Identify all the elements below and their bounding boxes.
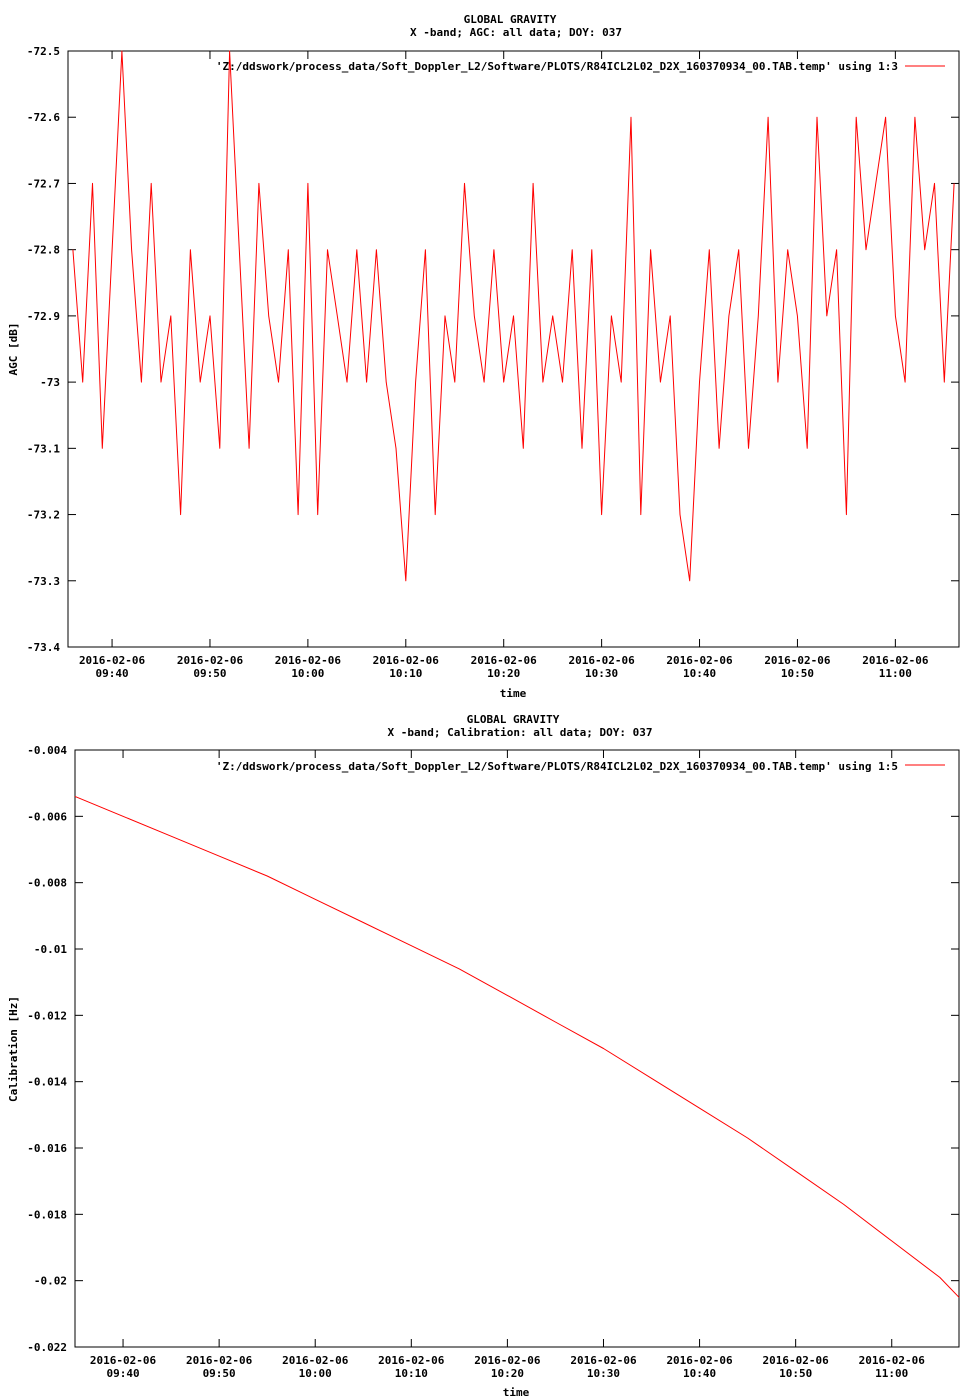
y-tick-label: -0.022 (27, 1341, 67, 1354)
x-ticks: 2016-02-0609:402016-02-0609:502016-02-06… (79, 51, 929, 680)
y-tick-label: -0.016 (27, 1142, 67, 1155)
x-tick-time: 10:40 (683, 667, 716, 680)
plot-frame (74, 749, 960, 1348)
y-tick-label: -73.4 (27, 641, 60, 654)
y-tick-label: -0.014 (27, 1076, 67, 1089)
x-tick-time: 10:10 (395, 1367, 428, 1380)
x-tick-date: 2016-02-06 (79, 654, 146, 667)
x-tick-time: 11:00 (879, 667, 912, 680)
chart-title: GLOBAL GRAVITY (467, 713, 560, 726)
x-tick-date: 2016-02-06 (378, 1354, 445, 1367)
x-tick-date: 2016-02-06 (763, 1354, 830, 1367)
x-tick-date: 2016-02-06 (373, 654, 440, 667)
y-tick-label: -73.2 (27, 509, 60, 522)
x-tick-date: 2016-02-06 (177, 654, 244, 667)
x-tick-date: 2016-02-06 (471, 654, 538, 667)
x-tick-date: 2016-02-06 (90, 1354, 157, 1367)
series-line (72, 50, 955, 582)
series-layer (72, 50, 955, 582)
x-tick-time: 10:30 (585, 667, 618, 680)
x-tick-time: 10:20 (487, 667, 520, 680)
x-tick-date: 2016-02-06 (764, 654, 831, 667)
x-tick-date: 2016-02-06 (474, 1354, 541, 1367)
x-tick-date: 2016-02-06 (275, 654, 342, 667)
y-tick-label: -72.5 (27, 45, 60, 58)
x-tick-date: 2016-02-06 (666, 1354, 733, 1367)
y-tick-label: -0.008 (27, 877, 67, 890)
legend-label: 'Z:/ddswork/process_data/Soft_Doppler_L2… (216, 760, 898, 773)
y-tick-label: -73.3 (27, 575, 60, 588)
x-tick-time: 10:30 (587, 1367, 620, 1380)
x-ticks: 2016-02-0609:402016-02-0609:502016-02-06… (90, 750, 925, 1380)
y-axis-label: Calibration [Hz] (7, 996, 20, 1102)
y-tick-label: -73 (40, 376, 60, 389)
y-ticks: -72.5 -72.6 -72.7 -72.8 -72.9 -73 -73.1 -73.2 -7… (27, 45, 959, 654)
plot-frame (67, 50, 960, 648)
x-tick-time: 09:50 (203, 1367, 236, 1380)
x-tick-date: 2016-02-06 (862, 654, 929, 667)
x-axis-label: time (500, 687, 527, 700)
x-tick-time: 10:50 (779, 1367, 812, 1380)
y-tick-label: -0.006 (27, 810, 67, 823)
agc-chart: GLOBAL GRAVITY X -band; AGC: all data; D… (7, 13, 960, 700)
x-tick-time: 09:40 (95, 667, 128, 680)
y-tick-label: -72.8 (27, 244, 60, 257)
chart-subtitle: X -band; AGC: all data; DOY: 037 (410, 26, 622, 39)
y-tick-label: -72.9 (27, 310, 60, 323)
x-tick-date: 2016-02-06 (282, 1354, 349, 1367)
chart-subtitle: X -band; Calibration: all data; DOY: 037 (388, 726, 653, 739)
x-tick-time: 11:00 (875, 1367, 908, 1380)
x-tick-time: 10:00 (291, 667, 324, 680)
y-tick-label: -72.7 (27, 177, 60, 190)
y-tick-label: -0.01 (34, 943, 67, 956)
x-tick-date: 2016-02-06 (186, 1354, 253, 1367)
calibration-chart: GLOBAL GRAVITY X -band; Calibration: all… (7, 713, 960, 1399)
x-tick-date: 2016-02-06 (666, 654, 733, 667)
y-tick-label: -0.012 (27, 1009, 67, 1022)
x-tick-time: 10:40 (683, 1367, 716, 1380)
x-tick-date: 2016-02-06 (569, 654, 636, 667)
x-tick-time: 10:10 (389, 667, 422, 680)
series-layer (74, 795, 960, 1298)
y-tick-label: -0.018 (27, 1208, 67, 1221)
y-tick-label: -73.1 (27, 442, 60, 455)
series-line (74, 795, 960, 1298)
x-tick-date: 2016-02-06 (859, 1354, 926, 1367)
y-tick-label: -72.6 (27, 111, 60, 124)
x-tick-time: 10:20 (491, 1367, 524, 1380)
x-axis-label: time (503, 1386, 530, 1399)
chart-title: GLOBAL GRAVITY (464, 13, 557, 26)
y-axis-label: AGC [dB] (7, 323, 20, 376)
x-tick-time: 10:00 (299, 1367, 332, 1380)
y-tick-label: -0.02 (34, 1275, 67, 1288)
x-tick-time: 10:50 (781, 667, 814, 680)
x-tick-date: 2016-02-06 (570, 1354, 637, 1367)
y-ticks: -0.004 -0.006 -0.008 -0.01 -0.012 -0.014 -0.01… (27, 744, 959, 1354)
x-tick-time: 09:40 (106, 1367, 139, 1380)
y-tick-label: -0.004 (27, 744, 67, 757)
x-tick-time: 09:50 (193, 667, 226, 680)
legend-label: 'Z:/ddswork/process_data/Soft_Doppler_L2… (216, 60, 898, 73)
